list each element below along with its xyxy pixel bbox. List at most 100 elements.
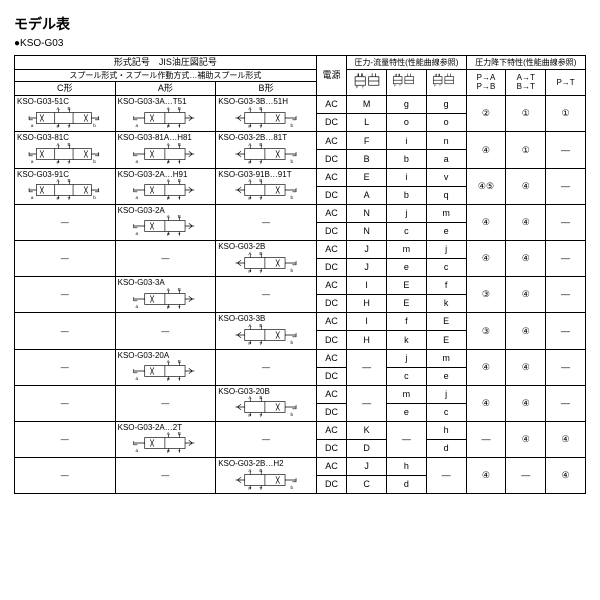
power-cell: DC [316, 259, 346, 277]
flow-cell: b [387, 186, 427, 204]
hydraulic-symbol-icon [118, 360, 214, 382]
flow-cell: k [387, 331, 427, 349]
hydraulic-symbol-icon [17, 179, 113, 201]
power-cell: AC [316, 458, 346, 476]
flow-cell: c [387, 367, 427, 385]
model-cell-empty: ― [216, 349, 317, 385]
model-cell-empty: ― [115, 240, 216, 276]
pd-cell: ④ [546, 458, 586, 494]
model-code: KSO-G03-3A…T51 [118, 97, 214, 107]
pd-cell: ① [546, 96, 586, 132]
hydraulic-symbol-icon [118, 107, 214, 129]
power-cell: AC [316, 277, 346, 295]
model-cell-empty: ― [15, 277, 116, 313]
model-cell: KSO-G03-3A [115, 277, 216, 313]
flow-cell: f [426, 277, 466, 295]
pd-cell: ④ [506, 204, 546, 240]
flow-cell: v [426, 168, 466, 186]
model-cell: KSO-G03-81C [15, 132, 116, 168]
pd-cell: ④⑤ [466, 168, 506, 204]
pd-cell: ④ [506, 421, 546, 457]
model-cell-empty: ― [15, 240, 116, 276]
power-cell: AC [316, 385, 346, 403]
pd-cell: ― [546, 132, 586, 168]
pd-cell: ― [546, 349, 586, 385]
pd-cell: ④ [466, 204, 506, 240]
pd-cell: ③ [466, 277, 506, 313]
table-header: 形式記号 JIS油圧図記号 電源 圧力-流量特性(性能曲線参照) 圧力降下特性(… [15, 56, 586, 96]
model-cell: KSO-G03-2A [115, 204, 216, 240]
svg-text:P: P [356, 86, 359, 89]
flow-cell: j [387, 204, 427, 222]
pd-cell: ― [546, 385, 586, 421]
flow-cell: h [387, 458, 427, 476]
power-cell: DC [316, 295, 346, 313]
model-cell-empty: ― [216, 277, 317, 313]
model-cell: KSO-G03-20B [216, 385, 317, 421]
power-cell: AC [316, 240, 346, 258]
model-cell-empty: ― [216, 204, 317, 240]
flow-cell: E [387, 295, 427, 313]
model-cell: KSO-G03-2B [216, 240, 317, 276]
hdr-pd-pa: P→A P→B [466, 69, 506, 95]
model-code: KSO-G03-2B [218, 242, 314, 252]
hydraulic-symbol-icon [218, 143, 314, 165]
subtitle: ●KSO-G03 [14, 38, 586, 49]
flow-cell: N [347, 204, 387, 222]
flow-cell: E [347, 168, 387, 186]
power-cell: DC [316, 222, 346, 240]
flow-cell: K [347, 421, 387, 439]
hdr-model-symbol: 形式記号 JIS油圧図記号 [15, 56, 317, 70]
flow-cell: ― [387, 421, 427, 457]
model-cell-empty: ― [15, 313, 116, 349]
flow-cell: I [347, 313, 387, 331]
flow-cell: J [347, 240, 387, 258]
pd-cell: ④ [506, 349, 546, 385]
flow-cell: H [347, 295, 387, 313]
pd-cell: ③ [466, 313, 506, 349]
model-cell: KSO-G03-81A…H81 [115, 132, 216, 168]
flow-cell: ― [426, 458, 466, 494]
pd-cell: ④ [506, 240, 546, 276]
model-cell: KSO-G03-51C [15, 96, 116, 132]
hydraulic-symbol-icon [218, 396, 314, 418]
flow-cell: e [426, 367, 466, 385]
pd-cell: ④ [466, 385, 506, 421]
power-cell: AC [316, 132, 346, 150]
model-cell: KSO-G03-20A [115, 349, 216, 385]
hydraulic-symbol-icon [17, 143, 113, 165]
flow-cell: J [347, 458, 387, 476]
flow-cell: c [387, 222, 427, 240]
flow-cell: i [387, 168, 427, 186]
flow-cell: m [426, 349, 466, 367]
hydraulic-symbol-icon [218, 324, 314, 346]
table-row: ―― KSO-G03-2B…H2 ACJh―④―④ [15, 458, 586, 476]
flow-cell: n [426, 132, 466, 150]
flow-cell: e [426, 222, 466, 240]
pd-cell: ④ [466, 240, 506, 276]
flow-cell: B [347, 150, 387, 168]
pd-cell: ④ [466, 132, 506, 168]
model-code: KSO-G03-3B [218, 314, 314, 324]
flow-cell: A [347, 186, 387, 204]
hdr-flow-1: ABPT [347, 69, 387, 95]
flow-cell: g [387, 96, 427, 114]
hdr-b-type: B形 [216, 82, 317, 96]
flow-cell: c [426, 403, 466, 421]
flow-cell: F [347, 132, 387, 150]
power-cell: DC [316, 331, 346, 349]
flow-cell: H [347, 331, 387, 349]
pd-cell: ④ [506, 277, 546, 313]
model-code: KSO-G03-81C [17, 133, 113, 143]
pd-cell: ① [506, 96, 546, 132]
hydraulic-symbol-icon [118, 288, 214, 310]
pd-cell: ④ [506, 313, 546, 349]
flow-cell: E [387, 277, 427, 295]
pd-cell: ④ [546, 421, 586, 457]
model-cell: KSO-G03-2A…2T [115, 421, 216, 457]
flow-cell: j [426, 240, 466, 258]
model-code: KSO-G03-20A [118, 351, 214, 361]
power-cell: AC [316, 168, 346, 186]
table-row: ― KSO-G03-2A…2T ―ACK―h―④④ [15, 421, 586, 439]
hydraulic-symbol-icon [17, 107, 113, 129]
